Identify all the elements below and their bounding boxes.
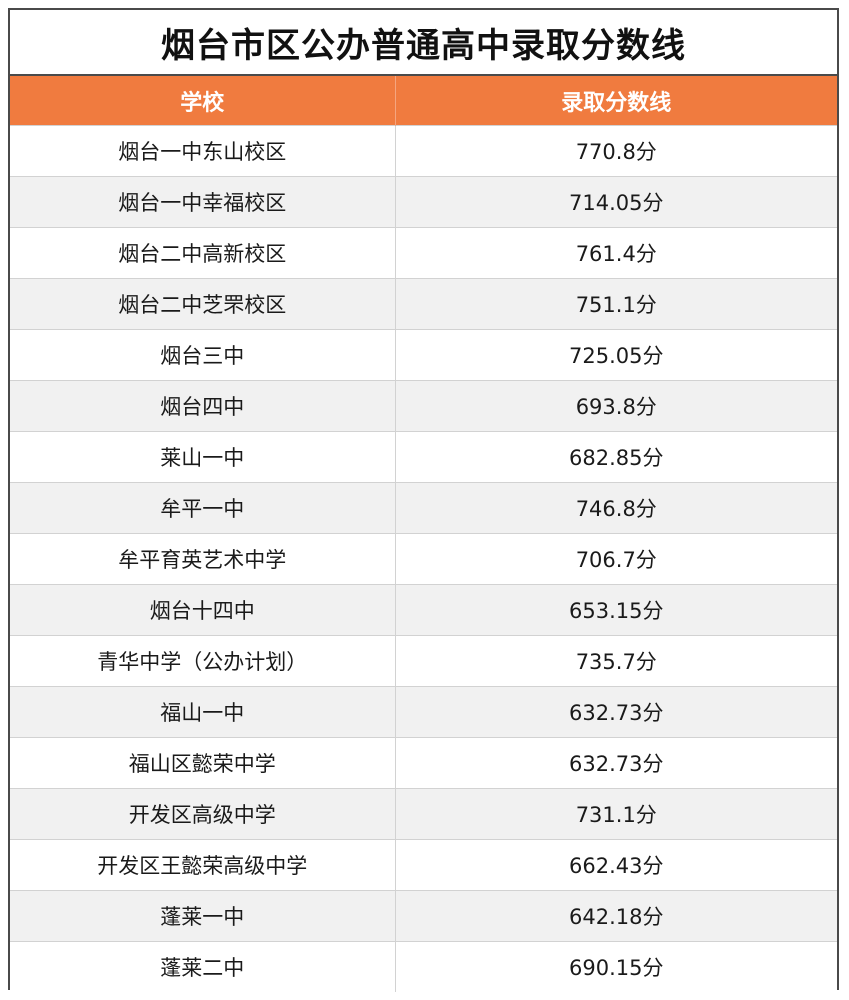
- table-row: 烟台三中 725.05分: [10, 329, 837, 381]
- score-cell: 714.05分: [395, 176, 837, 228]
- table-row: 牟平一中 746.8分: [10, 482, 837, 534]
- score-table: 学校 录取分数线 烟台一中东山校区 770.8分 烟台一中幸福校区 714.05分 …: [10, 76, 837, 992]
- table-row: 蓬莱一中 642.18分: [10, 890, 837, 942]
- column-header-school: 学校: [10, 76, 396, 126]
- school-cell: 烟台一中东山校区: [10, 125, 396, 177]
- school-cell: 蓬莱一中: [10, 890, 396, 942]
- school-cell: 福山区懿荣中学: [10, 737, 396, 789]
- table-row: 福山区懿荣中学 632.73分: [10, 737, 837, 789]
- school-cell: 烟台三中: [10, 329, 396, 381]
- score-cell: 731.1分: [395, 788, 837, 840]
- score-cell: 632.73分: [395, 686, 837, 738]
- page-title: 烟台市区公办普通高中录取分数线: [10, 10, 837, 76]
- table-row: 福山一中 632.73分: [10, 686, 837, 738]
- table-row: 青华中学（公办计划） 735.7分: [10, 635, 837, 687]
- table-row: 蓬莱二中 690.15分: [10, 941, 837, 992]
- score-cell: 770.8分: [395, 125, 837, 177]
- score-cell: 761.4分: [395, 227, 837, 279]
- school-cell: 牟平一中: [10, 482, 396, 534]
- school-cell: 牟平育英艺术中学: [10, 533, 396, 585]
- score-cell: 706.7分: [395, 533, 837, 585]
- score-cell: 682.85分: [395, 431, 837, 483]
- school-cell: 蓬莱二中: [10, 941, 396, 992]
- score-cell: 693.8分: [395, 380, 837, 432]
- score-table-card: 烟台市区公办普通高中录取分数线 学校 录取分数线 烟台一中东山校区 770.8分 …: [8, 8, 839, 992]
- table-row: 莱山一中 682.85分: [10, 431, 837, 483]
- score-cell: 642.18分: [395, 890, 837, 942]
- score-cell: 735.7分: [395, 635, 837, 687]
- school-cell: 开发区高级中学: [10, 788, 396, 840]
- school-cell: 烟台二中芝罘校区: [10, 278, 396, 330]
- table-header-row: 学校 录取分数线: [10, 76, 837, 126]
- column-header-score: 录取分数线: [395, 76, 837, 126]
- table-row: 烟台一中东山校区 770.8分: [10, 125, 837, 177]
- school-cell: 福山一中: [10, 686, 396, 738]
- table-row: 烟台十四中 653.15分: [10, 584, 837, 636]
- table-row: 牟平育英艺术中学 706.7分: [10, 533, 837, 585]
- table-row: 开发区王懿荣高级中学 662.43分: [10, 839, 837, 891]
- table-row: 烟台四中 693.8分: [10, 380, 837, 432]
- score-cell: 725.05分: [395, 329, 837, 381]
- score-cell: 746.8分: [395, 482, 837, 534]
- school-cell: 烟台十四中: [10, 584, 396, 636]
- table-row: 烟台一中幸福校区 714.05分: [10, 176, 837, 228]
- table-row: 烟台二中高新校区 761.4分: [10, 227, 837, 279]
- score-cell: 653.15分: [395, 584, 837, 636]
- school-cell: 烟台二中高新校区: [10, 227, 396, 279]
- school-cell: 莱山一中: [10, 431, 396, 483]
- school-cell: 开发区王懿荣高级中学: [10, 839, 396, 891]
- school-cell: 烟台一中幸福校区: [10, 176, 396, 228]
- score-cell: 690.15分: [395, 941, 837, 992]
- score-cell: 632.73分: [395, 737, 837, 789]
- school-cell: 烟台四中: [10, 380, 396, 432]
- school-cell: 青华中学（公办计划）: [10, 635, 396, 687]
- table-row: 开发区高级中学 731.1分: [10, 788, 837, 840]
- score-cell: 662.43分: [395, 839, 837, 891]
- table-row: 烟台二中芝罘校区 751.1分: [10, 278, 837, 330]
- score-cell: 751.1分: [395, 278, 837, 330]
